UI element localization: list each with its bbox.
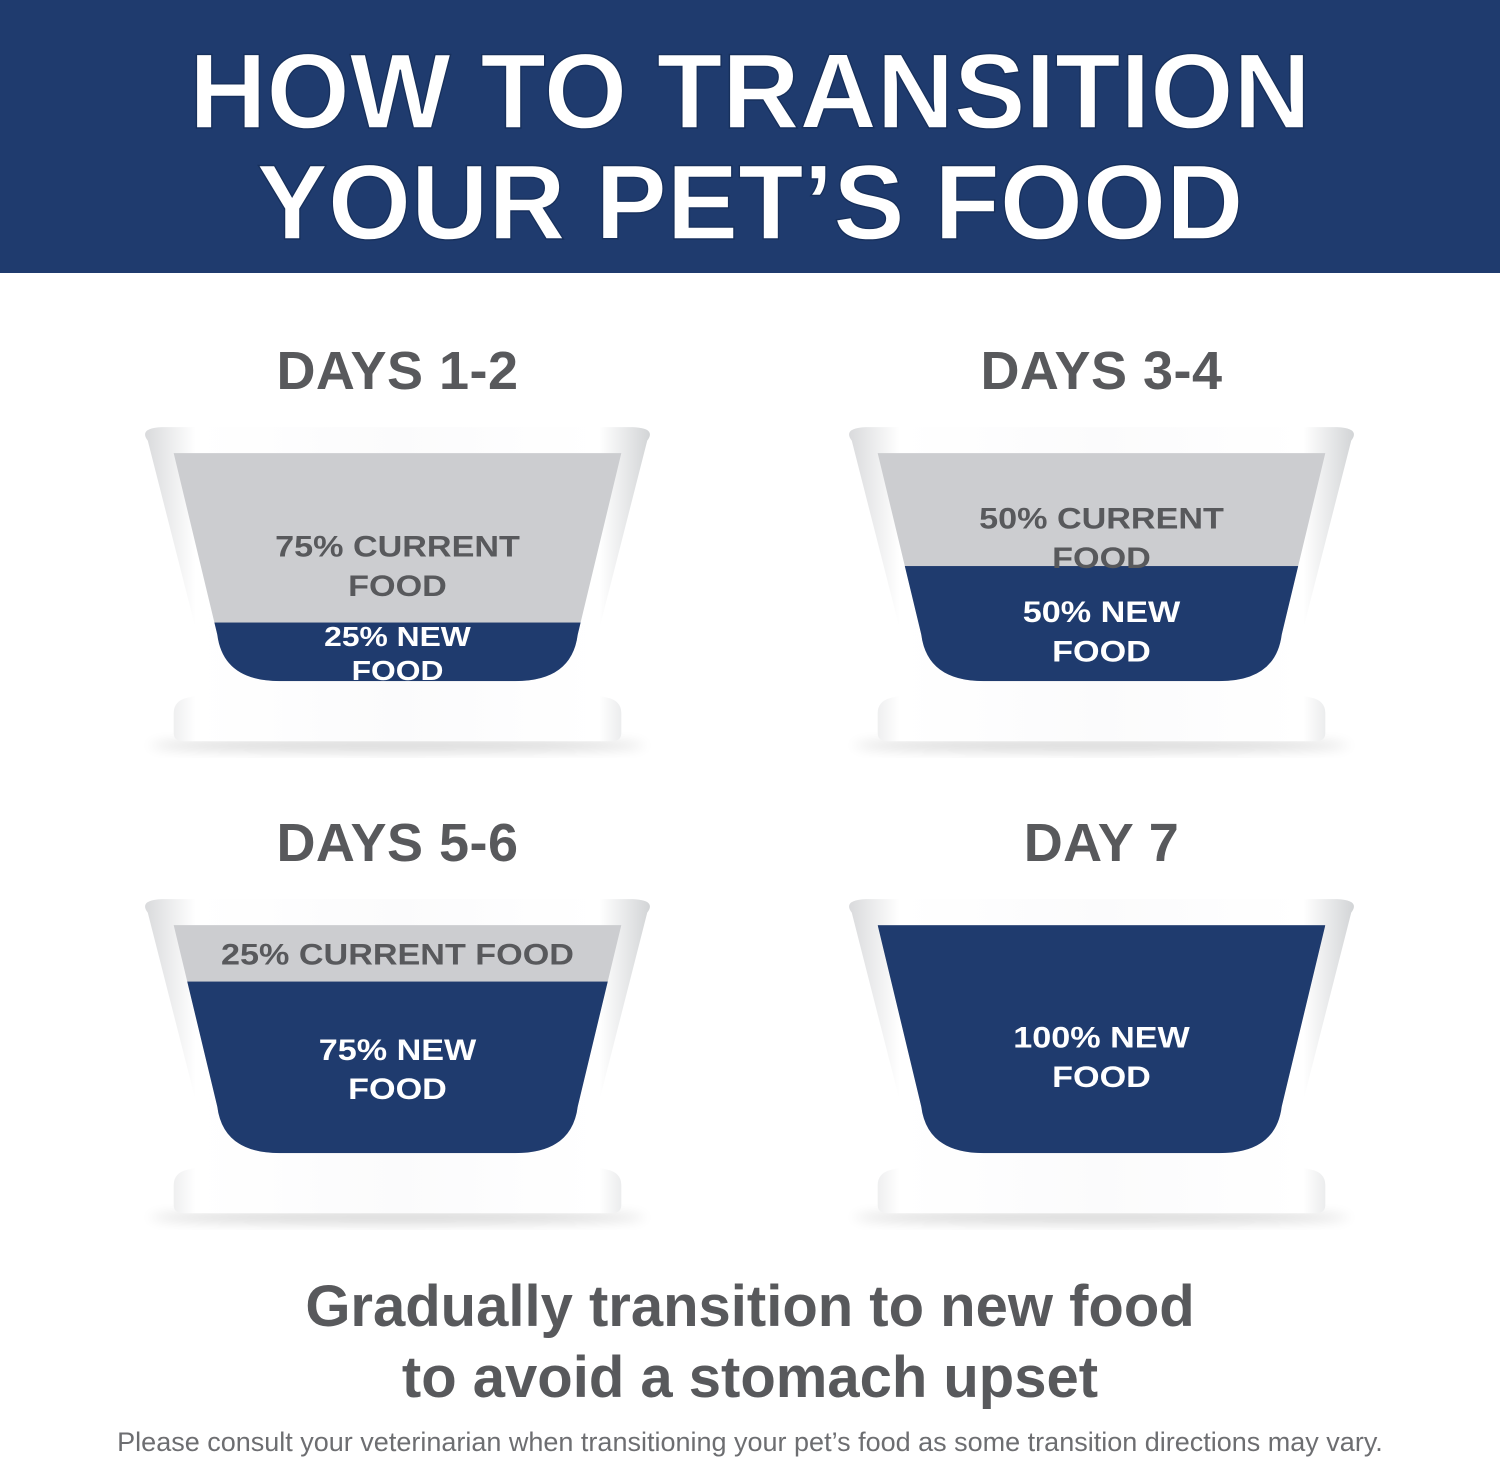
svg-text:FOOD: FOOD [1052, 1060, 1151, 1094]
svg-text:75% NEW: 75% NEW [319, 1033, 477, 1067]
svg-text:FOOD: FOOD [1052, 541, 1151, 575]
svg-text:FOOD: FOOD [348, 569, 447, 603]
svg-text:25% NEW: 25% NEW [324, 622, 471, 653]
svg-text:FOOD: FOOD [352, 656, 444, 687]
svg-text:25% CURRENT FOOD: 25% CURRENT FOOD [221, 937, 574, 971]
svg-text:100% NEW: 100% NEW [1013, 1020, 1190, 1054]
svg-text:50% NEW: 50% NEW [1023, 595, 1181, 629]
svg-text:50% CURRENT: 50% CURRENT [979, 502, 1224, 536]
svg-text:FOOD: FOOD [348, 1072, 447, 1106]
svg-text:FOOD: FOOD [1052, 634, 1151, 668]
svg-text:75% CURRENT: 75% CURRENT [275, 530, 520, 564]
